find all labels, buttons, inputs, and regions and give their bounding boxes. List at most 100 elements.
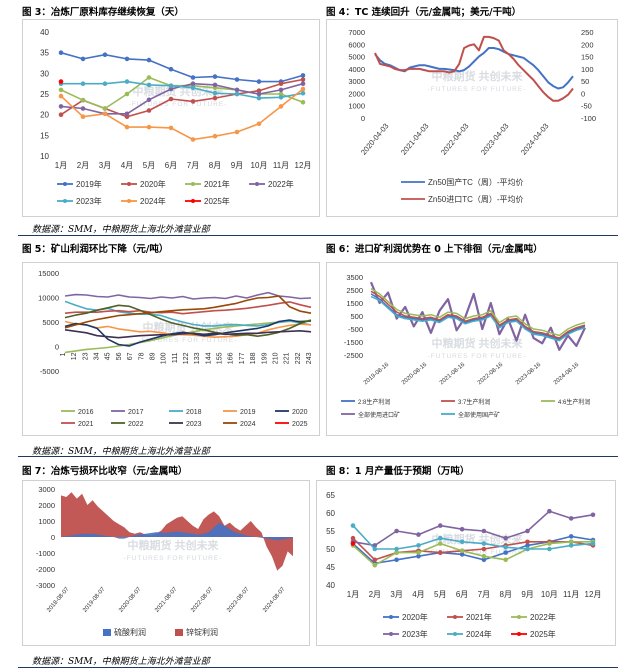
- y-tick-label: 25: [40, 90, 49, 99]
- y-left-tick-label: 4000: [348, 65, 365, 74]
- data-point-2022年-8: [212, 82, 218, 88]
- y-tick-label: 60: [326, 509, 335, 518]
- fig6-panel: -2500 -1500 -500 500 1500 2500 3500 2019-08-16 2…: [326, 262, 618, 436]
- y-tick-label: -1000: [36, 549, 55, 558]
- data-point-2022年-6: [168, 86, 174, 92]
- legend-label-锌锭利润: 锌锭利润: [186, 627, 218, 637]
- data-point-2020年-12: [300, 77, 306, 82]
- x-tick-label: 7月: [478, 590, 490, 599]
- legend-marker-2020年: [389, 615, 393, 619]
- legend-label-2023年: 2023年: [76, 196, 102, 206]
- data-point-2023年-8: [503, 535, 508, 541]
- data-point-2022年-7: [190, 81, 196, 86]
- fig4-panel: 0 1000 2000 3000 4000 5000 6000 7000 -100 -50 0 50 1…: [326, 19, 618, 217]
- x-tick-label: 100: [161, 352, 168, 364]
- data-point-2021年-4: [124, 91, 130, 97]
- data-point-2020年-5: [146, 108, 152, 113]
- x-tick-label: 45: [105, 352, 112, 360]
- data-point-2024年-4: [416, 543, 421, 548]
- x-tick-label: 221: [284, 352, 291, 364]
- x-tick-label: 6月: [456, 590, 468, 599]
- fig5-chart: -5000 0 5000 10000 15000 1 12 23 34 45 56 67 78 89 100…: [38, 269, 313, 428]
- data-point-2024年-11: [278, 104, 284, 109]
- x-tick-label: 2月: [77, 161, 89, 170]
- data-point-2020年-6: [168, 96, 174, 102]
- data-point-2019年-1: [58, 50, 64, 55]
- legend-label-全部使用进口矿: 全部使用进口矿: [358, 411, 400, 419]
- series-line-2023年: [352, 510, 594, 547]
- x-tick-label: 4月: [121, 161, 133, 170]
- legend-label-硫酸利润: 硫酸利润: [114, 627, 146, 637]
- data-point-2019年-12: [300, 73, 306, 78]
- x-tick-label: 5月: [143, 161, 155, 170]
- y-tick-label: 10000: [38, 294, 59, 303]
- legend-label-2019年: 2019年: [76, 179, 102, 189]
- legend-label-2021年: 2021年: [204, 179, 230, 189]
- data-point-2023年-12: [590, 512, 596, 518]
- data-point-2022年-4: [416, 550, 421, 555]
- y-tick-label: -2500: [344, 351, 363, 360]
- legend-label-2017: 2017: [128, 409, 144, 416]
- watermark-cn: 中粮期货 共创未来: [127, 538, 219, 552]
- legend-label-2022: 2022: [128, 421, 144, 428]
- x-tick-label: 12: [71, 352, 78, 360]
- y-right-tick-label: 50: [581, 77, 589, 86]
- legend-label-2024年: 2024年: [466, 629, 492, 639]
- watermark-en: -FUTURES FOR FUTURE-: [428, 549, 527, 556]
- y-tick-label: -2000: [36, 565, 55, 574]
- data-point-2023年-6: [459, 526, 465, 532]
- series-area-锌锭利润: [61, 492, 293, 571]
- data-point-2024年-3: [102, 111, 108, 117]
- series-line-2021: [64, 301, 312, 315]
- legend-label-2018: 2018: [186, 409, 202, 416]
- data-point-2024年-7: [481, 541, 487, 546]
- data-point-2023年-11: [278, 95, 284, 100]
- x-tick-label: 23: [82, 352, 89, 360]
- y-tick-label: 65: [326, 491, 335, 500]
- source-note-row2: 数据源：SMM，中粮期货上海北外滩营业部: [32, 447, 210, 457]
- x-tick-label: 7月: [187, 161, 199, 170]
- data-point-2022年-6: [459, 548, 465, 554]
- y-tick-label: 10: [40, 152, 49, 161]
- fig3-title: 图 3：冶炼厂原料库存继续恢复（天）: [22, 7, 184, 18]
- x-tick-label: 2020-08-16: [401, 362, 429, 387]
- y-right-tick-label: -100: [581, 114, 596, 123]
- data-point-2020年-10: [256, 88, 262, 93]
- x-tick-label: 6月: [165, 161, 177, 170]
- legend-label-2019: 2019: [240, 409, 256, 416]
- legend-marker-2022年: [255, 182, 259, 186]
- data-point-2023年-4: [416, 532, 421, 537]
- x-tick-label: 111: [172, 352, 179, 363]
- watermark-en: -FUTURES FOR FUTURE-: [129, 101, 228, 108]
- data-point-2019年-3: [102, 52, 108, 57]
- y-right-tick-label: 0: [581, 89, 585, 98]
- data-point-2020年-1: [58, 112, 64, 117]
- x-tick-label: 2020-04-03: [359, 122, 391, 157]
- x-tick-label: 2018-08-07: [46, 586, 71, 614]
- series-line-2022年: [352, 540, 593, 566]
- legend-marker-2023年: [389, 632, 393, 636]
- legend-label-2025年: 2025年: [204, 196, 230, 206]
- x-tick-label: 210: [272, 352, 279, 364]
- fig8-chart: 40 45 50 55 60 65 1月 2月 3月 4月 5月 6月 7月 8月 9月 10月 11月 12月 中…: [326, 491, 601, 639]
- x-tick-label: 3月: [390, 590, 402, 599]
- series-line-2024: [64, 295, 312, 329]
- series-area-硫酸利润: [61, 522, 293, 541]
- y-tick-label: 20: [40, 111, 49, 120]
- y-tick-label: 1000: [38, 517, 55, 526]
- data-point-2023年-10: [256, 95, 262, 101]
- x-tick-label: 2023-08-07: [226, 586, 251, 614]
- fig6-chart: -2500 -1500 -500 500 1500 2500 3500 2019-08-16 2…: [341, 273, 590, 419]
- x-tick-label: 199: [261, 352, 268, 364]
- legend-label-Zn50进口TC（周）-平均价: Zn50进口TC（周）-平均价: [428, 194, 524, 204]
- series-line-3:7生产利润: [370, 290, 586, 339]
- x-tick-label: 144: [205, 352, 212, 364]
- y-left-tick-label: 0: [361, 114, 365, 123]
- fig4-chart: 0 1000 2000 3000 4000 5000 6000 7000 -100 -50 0 50 1…: [348, 28, 596, 204]
- data-point-2019年-8: [212, 74, 218, 79]
- fig8-panel: 40 45 50 55 60 65 1月 2月 3月 4月 5月 6月 7月 8月 9月 10月 11月 12月 中…: [316, 480, 616, 646]
- series-line-2017: [64, 291, 312, 300]
- x-tick-label: 10月: [251, 161, 268, 170]
- y-tick-label: 40: [40, 28, 49, 37]
- series-line-2022: [64, 304, 312, 337]
